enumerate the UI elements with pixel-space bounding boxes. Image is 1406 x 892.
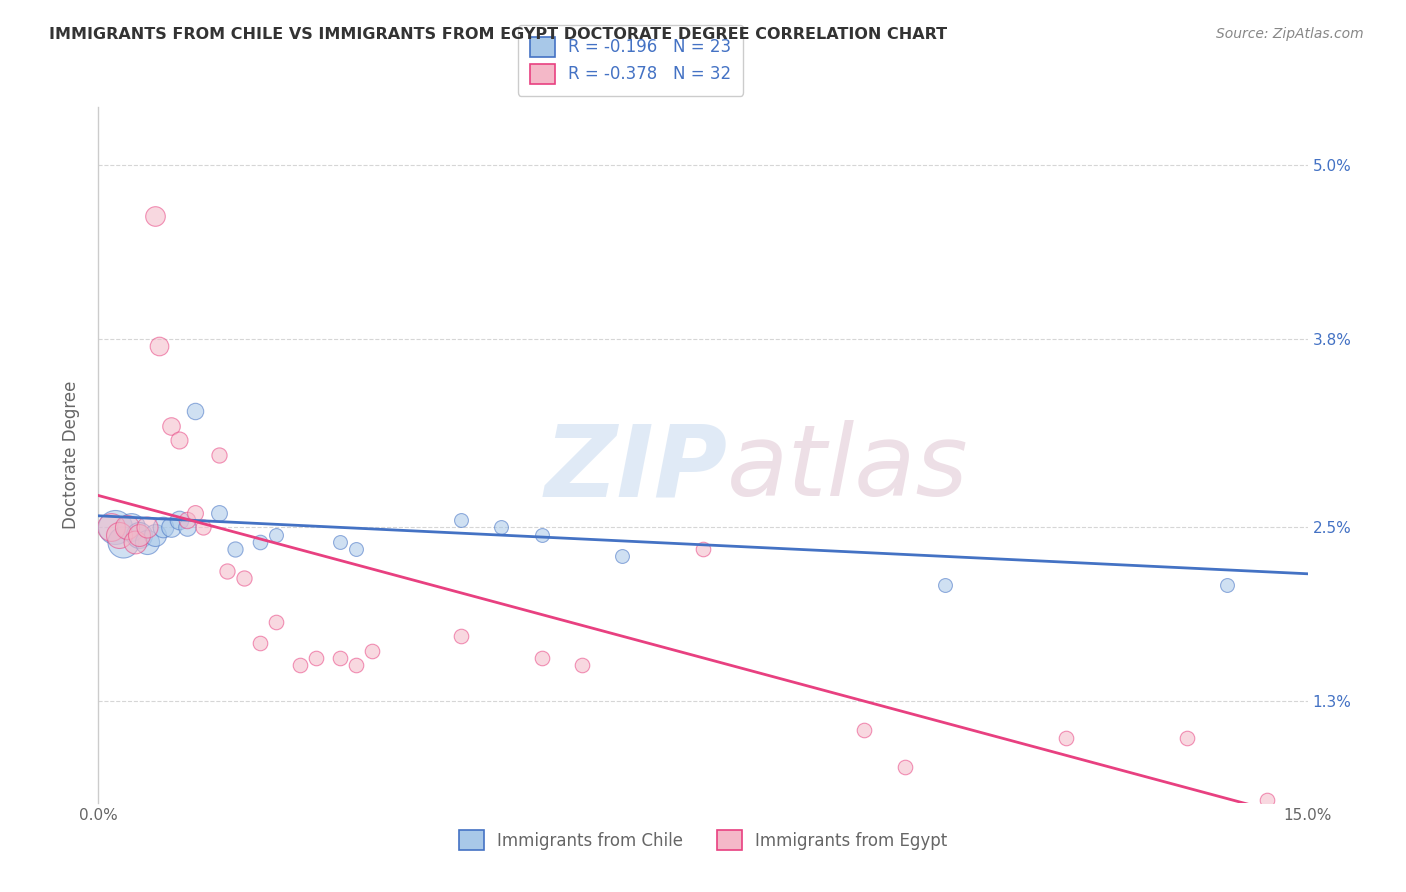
Point xyxy=(100,520,122,534)
Point xyxy=(124,534,146,549)
Point xyxy=(120,520,142,534)
Point xyxy=(344,658,367,673)
Point xyxy=(344,542,367,557)
Text: atlas: atlas xyxy=(727,420,969,517)
Text: Source: ZipAtlas.com: Source: ZipAtlas.com xyxy=(1216,27,1364,41)
Point xyxy=(530,651,553,665)
Point xyxy=(450,513,472,527)
Point xyxy=(160,520,183,534)
Point xyxy=(107,527,129,541)
Point xyxy=(143,527,166,541)
Point xyxy=(934,578,956,592)
Point xyxy=(167,434,190,448)
Point xyxy=(249,636,271,650)
Point xyxy=(128,527,150,541)
Point xyxy=(893,759,915,773)
Point xyxy=(264,615,287,629)
Point xyxy=(176,513,198,527)
Point xyxy=(128,527,150,541)
Point xyxy=(103,520,125,534)
Point xyxy=(530,527,553,541)
Point xyxy=(111,534,134,549)
Point xyxy=(329,651,352,665)
Point xyxy=(135,534,157,549)
Point xyxy=(264,527,287,541)
Point xyxy=(1054,731,1077,745)
Point xyxy=(160,418,183,433)
Point xyxy=(491,520,513,534)
Point xyxy=(288,658,311,673)
Point xyxy=(361,643,384,657)
Text: IMMIGRANTS FROM CHILE VS IMMIGRANTS FROM EGYPT DOCTORATE DEGREE CORRELATION CHAR: IMMIGRANTS FROM CHILE VS IMMIGRANTS FROM… xyxy=(49,27,948,42)
Legend: Immigrants from Chile, Immigrants from Egypt: Immigrants from Chile, Immigrants from E… xyxy=(453,823,953,857)
Point xyxy=(1175,731,1198,745)
Point xyxy=(217,564,239,578)
Point xyxy=(1216,578,1239,592)
Point xyxy=(208,506,231,520)
Point xyxy=(305,651,328,665)
Point xyxy=(208,448,231,462)
Y-axis label: Doctorate Degree: Doctorate Degree xyxy=(62,381,80,529)
Point xyxy=(193,520,215,534)
Point xyxy=(1256,793,1278,807)
Point xyxy=(329,534,352,549)
Point xyxy=(176,520,198,534)
Point xyxy=(249,534,271,549)
Point xyxy=(184,506,207,520)
Point xyxy=(167,513,190,527)
Point xyxy=(571,658,593,673)
Point xyxy=(143,209,166,223)
Point xyxy=(232,571,254,585)
Point xyxy=(135,520,157,534)
Point xyxy=(450,629,472,643)
Point xyxy=(853,723,876,738)
Point xyxy=(148,339,170,353)
Point xyxy=(692,542,714,557)
Point xyxy=(184,404,207,418)
Point xyxy=(115,520,138,534)
Text: ZIP: ZIP xyxy=(544,420,727,517)
Point xyxy=(224,542,246,557)
Point xyxy=(152,520,174,534)
Point xyxy=(612,549,634,564)
